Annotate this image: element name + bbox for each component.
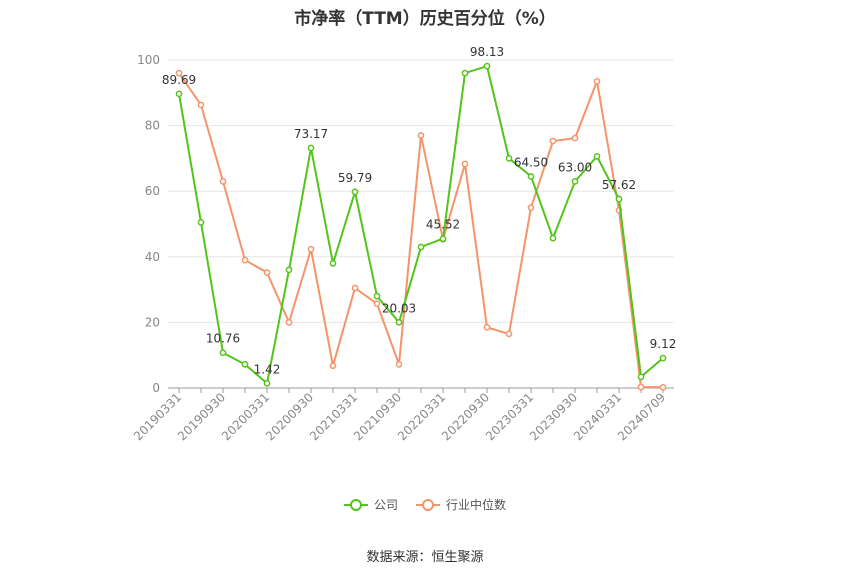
industry-point: [395, 361, 403, 368]
company-point: [549, 234, 557, 242]
y-tick-label: 80: [145, 119, 160, 133]
industry-point: [197, 101, 205, 109]
industry-point: [219, 178, 227, 185]
company-point: [439, 235, 447, 243]
legend-label-industry: 行业中位数: [446, 498, 507, 512]
legend-label-company: 公司: [373, 498, 398, 512]
industry-point: [263, 269, 271, 276]
company-data-label: 45.52: [426, 218, 460, 232]
industry-point: [285, 319, 293, 326]
chart-title: 市净率（TTM）历史百分位（%）: [294, 9, 556, 29]
company-point: [417, 243, 425, 251]
y-tick-label: 0: [152, 381, 160, 395]
company-line: [178, 64, 664, 386]
company-point: [329, 260, 337, 267]
source-note: 数据来源：恒生聚源: [366, 550, 484, 565]
company-point: [197, 219, 205, 226]
y-tick-label: 40: [145, 250, 160, 264]
company-point: [395, 318, 403, 326]
legend-swatch-industry: [416, 498, 440, 512]
company-point: [175, 90, 183, 98]
industry-point: [373, 300, 381, 308]
industry-point: [483, 323, 491, 331]
company-point: [527, 173, 535, 180]
industry-point: [505, 330, 513, 338]
company-point: [285, 266, 293, 274]
company-data-label: 10.76: [206, 332, 240, 346]
y-tick-label: 100: [137, 53, 160, 67]
company-data-label: 89.69: [162, 73, 196, 87]
data-labels: 89.69 10.76 1.42 73.17 59.79 20.03 45.52 98.13 6…: [162, 45, 677, 376]
legend-swatch-company: [343, 498, 368, 512]
company-data-label: 1.42: [254, 362, 281, 376]
legend-item-industry[interactable]: 行业中位数: [416, 496, 506, 513]
company-point: [571, 178, 579, 185]
industry-point: [637, 383, 645, 391]
company-point: [461, 69, 469, 77]
industry-point: [593, 77, 601, 85]
company-point: [351, 188, 359, 196]
company-point: [615, 195, 623, 203]
company-data-label: 64.50: [514, 155, 548, 169]
company-point: [483, 62, 491, 70]
y-tick-label: 60: [145, 184, 160, 198]
industry-point: [417, 132, 425, 139]
company-data-label: 20.03: [382, 301, 416, 315]
company-point: [637, 373, 645, 381]
company-point: [505, 155, 513, 162]
industry-point: [329, 362, 337, 370]
company-point: [263, 379, 271, 387]
company-data-label: 63.00: [558, 160, 592, 174]
legend: 公司 行业中位数: [0, 496, 850, 513]
company-data-label: 73.17: [294, 127, 328, 141]
industry-point: [307, 245, 315, 253]
industry-point: [659, 383, 667, 391]
industry-point: [527, 204, 535, 211]
legend-item-company[interactable]: 公司: [343, 496, 398, 513]
company-point: [219, 349, 227, 357]
company-data-label: 59.79: [338, 171, 372, 185]
industry-point: [175, 69, 183, 77]
industry-point: [241, 256, 249, 264]
company-point: [307, 144, 315, 152]
company-point: [593, 153, 601, 160]
industry-point: [571, 134, 579, 142]
industry-point: [351, 284, 359, 292]
industry-point: [461, 160, 469, 168]
axes: 0204060801002019033120190930202003312020…: [131, 53, 674, 443]
company-point: [659, 354, 667, 362]
y-tick-label: 20: [145, 315, 160, 329]
x-tick-label: 20240709: [615, 390, 668, 443]
series: [175, 62, 667, 391]
grid-lines: [168, 59, 674, 389]
company-data-label: 9.12: [650, 337, 677, 351]
company-data-label: 57.62: [602, 178, 636, 192]
company-data-label: 98.13: [470, 45, 504, 59]
industry-line: [178, 72, 664, 389]
company-point: [241, 361, 249, 368]
company-point: [373, 292, 381, 300]
industry-point: [549, 137, 557, 145]
